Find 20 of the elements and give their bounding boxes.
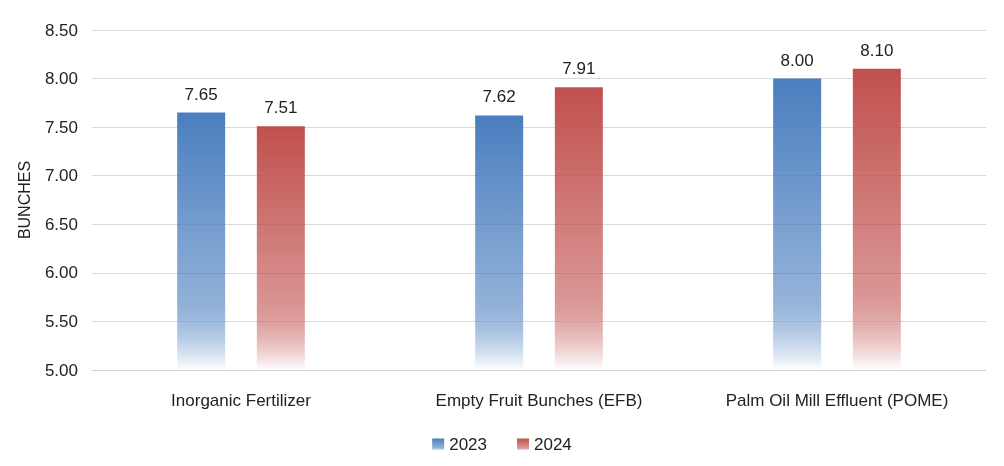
y-axis-title: BUNCHES	[15, 160, 33, 240]
legend-label: 2023	[449, 435, 488, 454]
data-label: 7.65	[184, 84, 218, 104]
y-tick-label: 5.00	[44, 360, 78, 380]
legend-label: 2024	[534, 435, 572, 454]
y-tick-label: 6.00	[44, 263, 78, 283]
y-tick-label: 6.50	[44, 214, 78, 234]
data-label: 8.10	[860, 40, 894, 60]
data-label: 7.51	[264, 98, 298, 118]
x-tick-label: Palm Oil Mill Effluent (POME)	[725, 391, 949, 410]
data-label: 7.91	[562, 59, 596, 79]
x-tick-label: Empty Fruit Bunches (EFB)	[435, 391, 643, 410]
data-label: 8.00	[780, 50, 814, 70]
y-tick-label: 7.50	[44, 117, 78, 137]
y-tick-label: 5.50	[44, 311, 78, 331]
data-label: 7.62	[482, 87, 516, 107]
x-tick-label: Inorganic Fertilizer	[171, 391, 312, 410]
y-tick-label: 8.00	[44, 69, 78, 89]
y-tick-label: 7.00	[44, 166, 78, 186]
y-tick-label: 8.50	[44, 20, 78, 40]
